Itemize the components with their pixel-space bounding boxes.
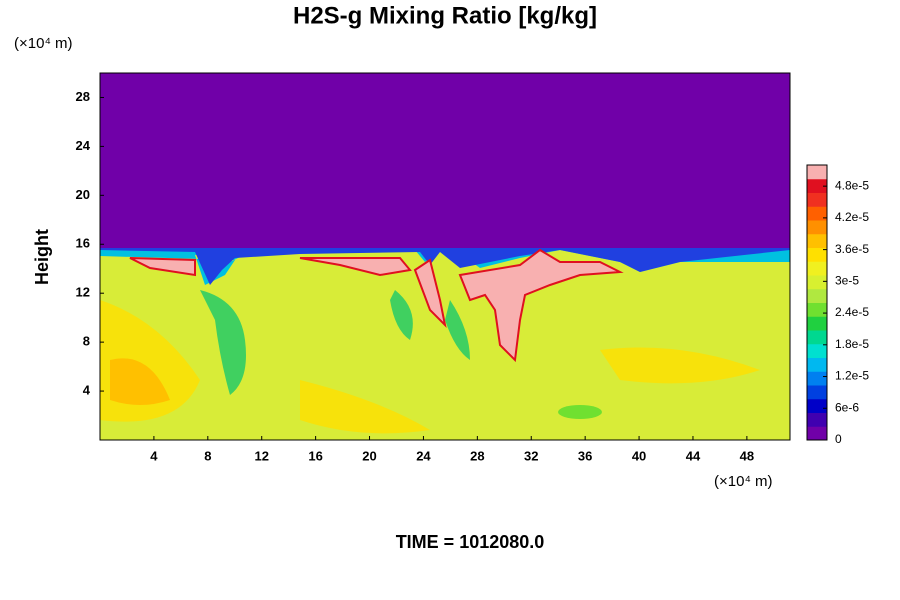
colorbar-tick-label: 1.8e-5 [835,337,869,351]
colorbar-band [807,192,827,207]
y-tick-label: 12 [76,285,90,300]
x-tick-label: 12 [254,448,268,463]
x-tick-label: 20 [362,448,376,463]
x-tick-label: 48 [740,448,754,463]
colorbar-band [807,343,827,358]
colorbar-band [807,330,827,345]
x-tick-label: 36 [578,448,592,463]
colorbar-band [807,165,827,180]
colorbar-frame [806,164,828,441]
colorbar-tick-label: 1.2e-5 [835,369,869,383]
y-tick-label: 16 [76,236,90,251]
colorbar-tick-label: 4.8e-5 [835,178,869,192]
colorbar-tick-label: 3e-5 [835,274,859,288]
x-tick-label: 28 [470,448,484,463]
colorbar-tick-label: 2.4e-5 [835,305,869,319]
colorbar-band [807,412,827,427]
colorbar-band [807,398,827,413]
x-tick-label: 24 [416,448,431,463]
colorbar-band [807,275,827,290]
colorbar-tick-label: 6e-6 [835,400,859,414]
colorbar-band [807,220,827,235]
colorbar-band [807,385,827,400]
colorbar-band [807,426,827,441]
x-tick-label: 44 [686,448,701,463]
colorbar-band [807,233,827,248]
x-tick-label: 4 [150,448,158,463]
y-tick-label: 28 [76,89,90,104]
colorbar-band [807,261,827,276]
x-unit: (×10⁴ m) [714,473,773,490]
colorbar-tick-label: 3.6e-5 [835,242,869,256]
y-tick-label: 20 [76,187,90,202]
colorbar-band [807,178,827,193]
y-tick-label: 4 [83,383,91,398]
colorbar-band [807,302,827,317]
colorbar-tick-label: 0 [835,432,842,446]
y-axis-label: Height [32,229,52,285]
colorbar-band [807,247,827,262]
x-tick-label: 8 [204,448,211,463]
colorbar-band [807,357,827,372]
y-unit: (×10⁴ m) [14,35,73,52]
y-tick-label: 24 [76,138,91,153]
chart-title: H2S-g Mixing Ratio [kg/kg] [293,2,597,29]
colorbar-band [807,288,827,303]
colorbar-tick-label: 4.2e-5 [835,210,869,224]
x-tick-label: 32 [524,448,538,463]
contour-field [99,72,791,441]
y-tick-label: 8 [83,334,90,349]
x-tick-label: 16 [308,448,322,463]
colorbar-band [807,371,827,386]
colorbar-band [807,316,827,331]
footer-time: TIME = 1012080.0 [396,532,545,552]
x-tick-label: 40 [632,448,646,463]
colorbar-band [807,206,827,221]
